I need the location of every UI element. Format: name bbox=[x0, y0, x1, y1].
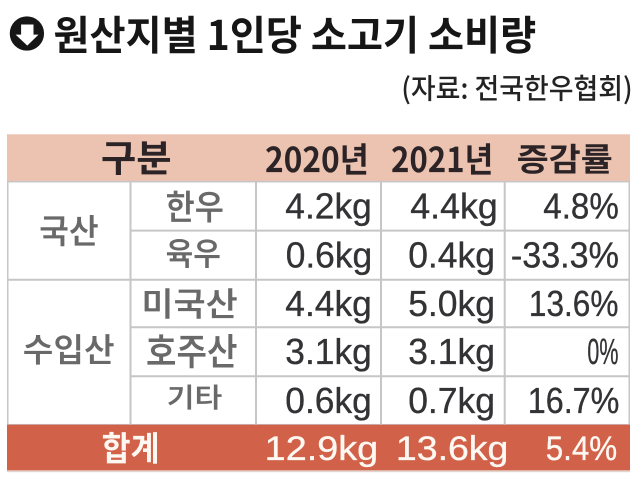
svg-text:5.0kg: 5.0kg bbox=[408, 283, 495, 324]
svg-text:0.6kg: 0.6kg bbox=[285, 380, 372, 421]
svg-text:4.8%: 4.8% bbox=[543, 185, 619, 226]
svg-text:3.1kg: 3.1kg bbox=[408, 331, 495, 372]
svg-text:4.4kg: 4.4kg bbox=[410, 186, 498, 227]
svg-text:0%: 0% bbox=[587, 331, 618, 372]
svg-text:12.9kg: 12.9kg bbox=[265, 430, 379, 468]
svg-text:0.7kg: 0.7kg bbox=[408, 380, 495, 421]
svg-text:13.6%: 13.6% bbox=[529, 283, 619, 324]
svg-text:5.4%: 5.4% bbox=[546, 430, 618, 468]
svg-text:4.2kg: 4.2kg bbox=[285, 186, 372, 227]
svg-text:13.6kg: 13.6kg bbox=[396, 430, 509, 468]
svg-text:-33.3%: -33.3% bbox=[511, 235, 619, 276]
svg-text:0.4kg: 0.4kg bbox=[408, 235, 495, 276]
svg-text:3.1kg: 3.1kg bbox=[285, 331, 372, 372]
svg-text:16.7%: 16.7% bbox=[528, 380, 620, 421]
svg-text:4.4kg: 4.4kg bbox=[285, 283, 372, 324]
svg-text:0.6kg: 0.6kg bbox=[286, 235, 373, 276]
